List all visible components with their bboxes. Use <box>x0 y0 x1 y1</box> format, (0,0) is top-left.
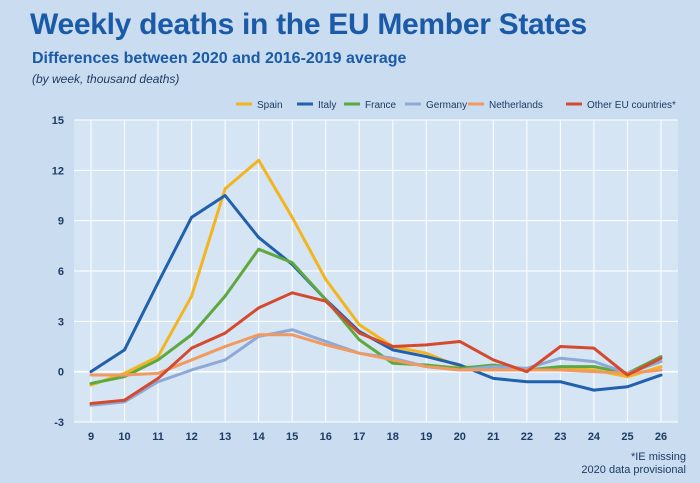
series-line-france <box>89 247 663 385</box>
legend-label: Other EU countries* <box>587 100 676 111</box>
x-tick-label: 18 <box>387 431 399 443</box>
legend-label: France <box>365 100 397 111</box>
x-tick-label: 26 <box>655 431 667 443</box>
legend-label: Netherlands <box>489 100 543 111</box>
series-line-spain <box>89 158 663 387</box>
x-tick-label: 12 <box>185 431 197 443</box>
chart-subtitle: Differences between 2020 and 2016-2019 a… <box>32 50 407 67</box>
legend-label: Spain <box>257 100 283 111</box>
y-tick-label: 12 <box>52 165 64 177</box>
y-tick-label: -3 <box>54 417 64 429</box>
x-tick-label: 14 <box>253 431 266 443</box>
x-tick-label: 10 <box>118 431 130 443</box>
y-tick-label: 0 <box>58 367 64 379</box>
x-tick-label: 25 <box>621 431 633 443</box>
chart-unit-note: (by week, thousand deaths) <box>32 72 180 86</box>
x-tick-label: 11 <box>152 431 164 443</box>
series-line-other-eu-countries <box>89 291 663 406</box>
y-tick-label: 9 <box>58 216 64 228</box>
x-tick-label: 20 <box>454 431 466 443</box>
x-tick-label: 17 <box>353 431 365 443</box>
series-line-netherlands <box>89 333 663 377</box>
x-tick-label: 15 <box>286 431 298 443</box>
footnote: *IE missing 2020 data provisional <box>581 451 686 477</box>
y-tick-label: 6 <box>58 266 64 278</box>
footnote-line-2: 2020 data provisional <box>581 464 686 476</box>
x-tick-label: 13 <box>219 431 231 443</box>
y-tick-label: 15 <box>52 115 64 127</box>
x-tick-label: 19 <box>420 431 432 443</box>
x-tick-label: 21 <box>487 431 499 443</box>
x-tick-label: 24 <box>588 431 601 443</box>
chart-title: Weekly deaths in the EU Member States <box>30 8 587 41</box>
x-tick-label: 22 <box>521 431 533 443</box>
x-tick-label: 23 <box>554 431 566 443</box>
y-tick-label: 3 <box>58 316 64 328</box>
x-tick-label: 9 <box>88 431 94 443</box>
x-tick-label: 16 <box>320 431 332 443</box>
legend-label: Germany <box>426 100 467 111</box>
legend-label: Italy <box>318 100 336 111</box>
footnote-line-1: *IE missing <box>630 451 686 463</box>
